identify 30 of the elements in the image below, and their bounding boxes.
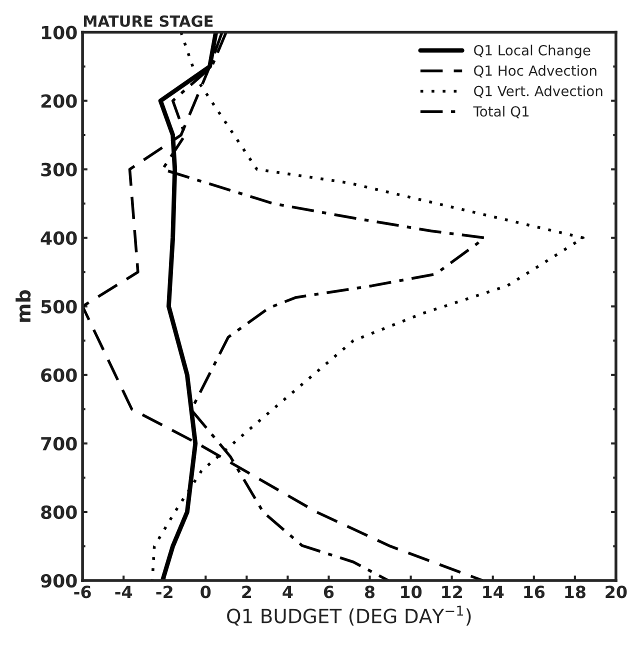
x-tick-label: -4 — [115, 586, 132, 598]
x-tick-label: 14 — [483, 586, 504, 598]
y-tick-label: 400 — [40, 231, 77, 245]
x-tick-label: 8 — [364, 586, 375, 598]
x-tick-label: 0 — [200, 586, 211, 598]
y-tick-label: 200 — [41, 94, 77, 108]
legend-label: Q1 Local Change — [474, 44, 590, 58]
x-tick-label: -6 — [74, 586, 91, 598]
x-tick-label: 2 — [242, 586, 252, 598]
x-tick-label: 6 — [324, 586, 334, 598]
y-tick-label: 600 — [41, 368, 77, 382]
legend-label: Q1 Hoc Advection — [474, 65, 596, 78]
legend-label: Total Q1 — [473, 106, 529, 118]
y-tick-label: 700 — [41, 436, 77, 451]
legend-label: Q1 Vert. Advection — [474, 86, 602, 98]
x-tick-label: 10 — [401, 586, 422, 598]
y-axis-title: mb — [16, 290, 31, 322]
x-tick-label: -2 — [156, 586, 172, 598]
y-tick-label: 100 — [42, 26, 77, 40]
y-tick-label: 800 — [41, 505, 77, 520]
y-tick-label: 300 — [41, 162, 77, 176]
x-tick-label: 18 — [565, 586, 586, 598]
x-tick-label: 4 — [282, 586, 293, 598]
x-tick-label: 12 — [442, 586, 462, 598]
x-tick-label: 16 — [524, 586, 545, 598]
y-tick-label: 900 — [40, 574, 77, 588]
y-tick-label: 500 — [41, 300, 77, 314]
x-axis-title: Q1 BUDGET (DEG DAY$^{−1}$) — [227, 606, 471, 626]
x-tick-label: 20 — [606, 586, 627, 598]
chart-title: MATURE STAGE — [84, 15, 213, 27]
